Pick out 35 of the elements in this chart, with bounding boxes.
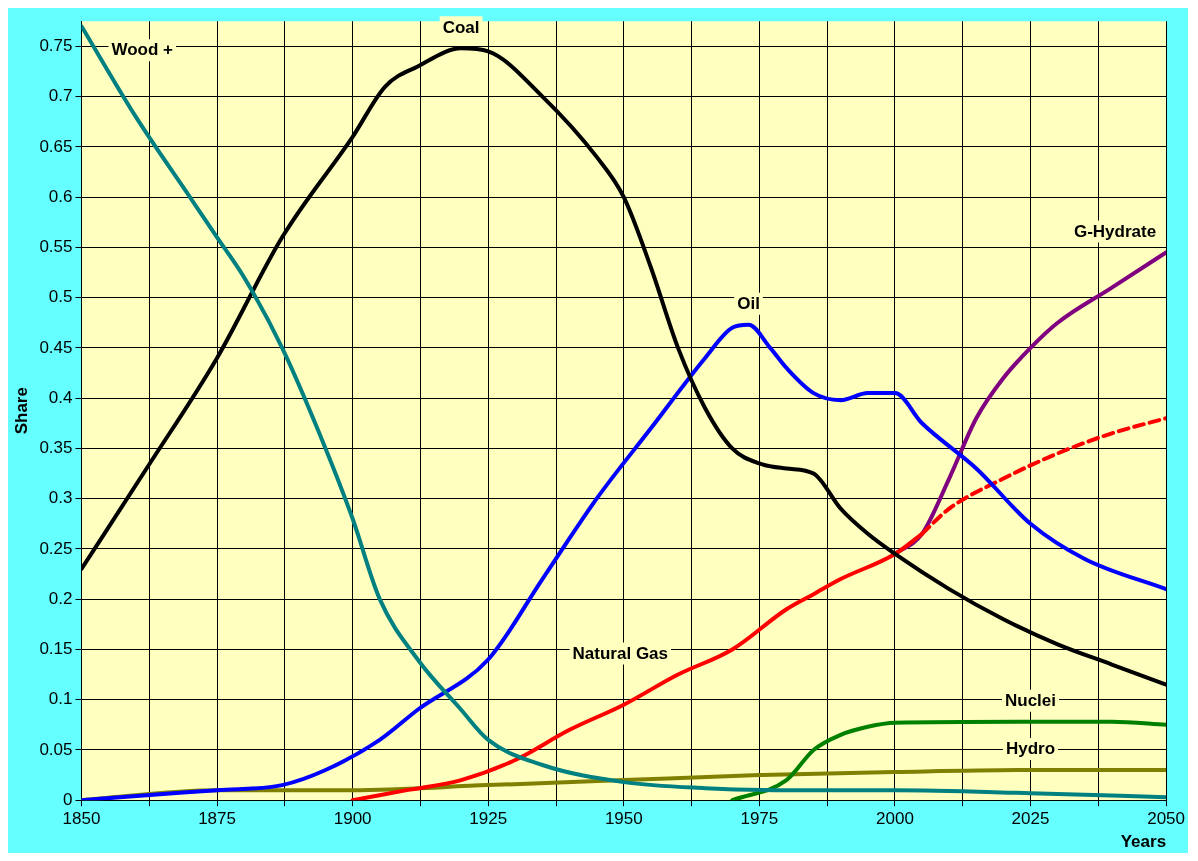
x-tick-label: 1975 [740,809,779,829]
series-label: Nuclei [1005,690,1057,710]
y-tick-label: 0.65 [39,136,73,156]
y-tick-label: 0.55 [39,237,73,257]
y-tick-label: 0.7 [48,86,73,106]
y-axis-title: Share [11,387,31,435]
series-label: Coal [442,17,480,37]
series-label: Natural Gas [572,643,669,663]
y-tick-label: 0.4 [48,387,73,407]
y-tick-label: 0.75 [39,36,73,56]
x-axis-title: Years [1120,832,1167,852]
x-tick-label: 1850 [62,809,101,829]
x-tick-label: 1875 [198,809,236,829]
y-tick-label: 0.05 [39,739,73,759]
y-tick-label: 0.3 [48,488,73,508]
x-tick-label: 1900 [333,809,372,829]
series-label: Wood + [111,40,174,60]
y-tick-label: 0.25 [39,538,73,558]
series-label: Hydro [1005,739,1056,759]
y-tick-label: 0.6 [48,186,73,206]
y-tick-label: 0.15 [39,639,73,659]
x-tick-label: 1925 [469,809,508,829]
series-label: Oil [737,293,760,313]
y-tick-label: 0.2 [48,588,73,608]
y-tick-label: 0.5 [48,287,73,307]
series-label: G-Hydrate [1073,221,1157,241]
y-tick-label: 0 [63,789,73,809]
y-tick-label: 0.45 [39,337,73,357]
y-tick-label: 0.1 [48,689,73,709]
y-tick-label: 0.35 [39,438,73,458]
x-tick-label: 2000 [876,809,914,829]
x-tick-label: 2025 [1011,809,1050,829]
x-tick-label: 1950 [604,809,643,829]
x-tick-label: 2050 [1147,809,1185,829]
line-series [730,719,1167,801]
